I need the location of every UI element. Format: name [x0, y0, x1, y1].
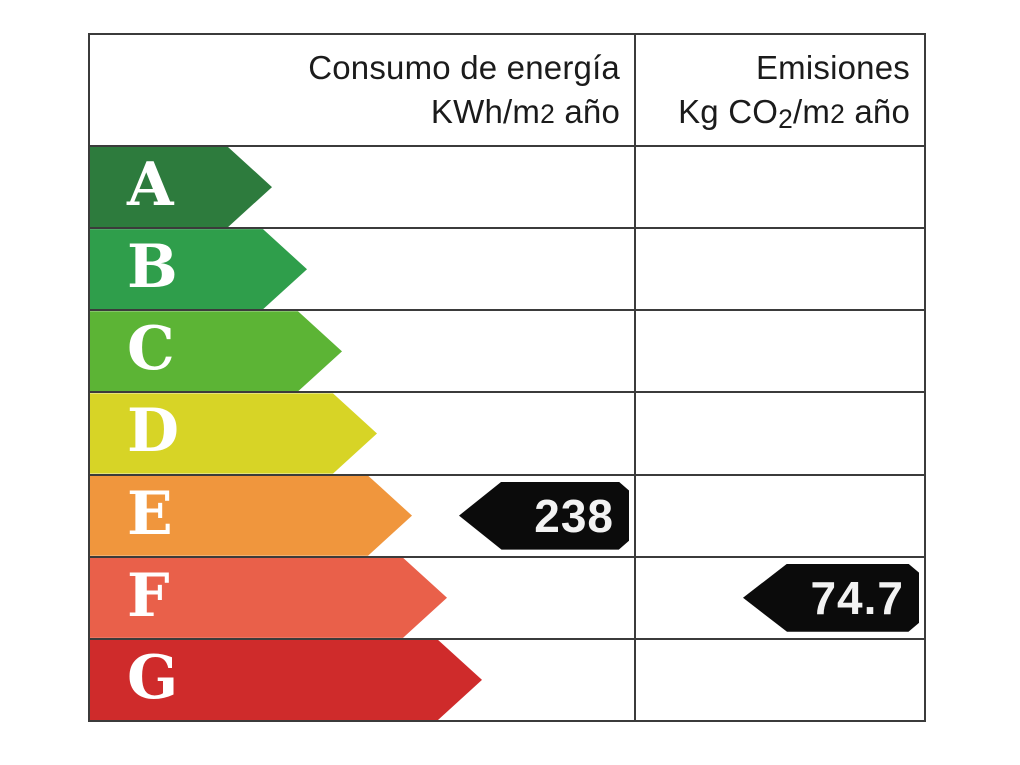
emissions-header-line1: Emisiones: [755, 49, 910, 87]
header-row: Consumo de energía KWh/m2 año Emisiones …: [90, 35, 924, 145]
consumption-value-arrow-icon: 238: [459, 481, 629, 550]
grade-arrow-c: C: [90, 311, 342, 391]
emissions-header-line2: Kg CO2/m2 año: [678, 93, 910, 134]
emissions-cell-a: [634, 147, 924, 228]
emissions-cell-d: [634, 393, 924, 474]
grade-letter-e: E: [127, 478, 173, 549]
rating-row-b: B: [90, 227, 924, 310]
emissions-cell-b: [634, 229, 924, 310]
grade-letter-a: A: [127, 150, 174, 221]
grade-letter-f: F: [127, 560, 170, 631]
emissions-cell-c: [634, 311, 924, 392]
grade-arrow-b: B: [90, 229, 307, 309]
emissions-column-header: Emisiones Kg CO2/m2 año: [634, 35, 924, 145]
grade-letter-b: B: [127, 232, 178, 303]
grade-arrow-a: A: [90, 147, 272, 227]
consumption-header-line2: KWh/m2 año: [430, 93, 620, 130]
grade-letter-d: D: [127, 396, 180, 467]
emissions-value-arrow-icon: 74.7: [743, 563, 919, 632]
rating-row-e: E 238: [90, 473, 924, 556]
emissions-value: 74.7: [810, 571, 904, 624]
emissions-cell-f: 74.7: [634, 557, 924, 638]
grade-arrow-e: E: [90, 476, 412, 556]
rating-row-a: A: [90, 145, 924, 228]
rating-row-d: D: [90, 391, 924, 474]
rating-row-g: G: [90, 637, 924, 720]
emissions-cell-g: [634, 639, 924, 720]
rating-row-f: F 74.7: [90, 555, 924, 638]
consumption-column-header: Consumo de energía KWh/m2 año: [90, 35, 634, 145]
rating-table: Consumo de energía KWh/m2 año Emisiones …: [88, 33, 926, 722]
grade-letter-c: C: [127, 314, 175, 385]
grade-letter-g: G: [127, 642, 179, 713]
rating-row-c: C: [90, 309, 924, 392]
consumption-value: 238: [534, 489, 614, 542]
emissions-cell-e: [634, 475, 924, 556]
grade-arrow-d: D: [90, 393, 377, 473]
grade-arrow-f: F: [90, 558, 447, 638]
grade-arrow-g: G: [90, 640, 482, 720]
consumption-header-line1: Consumo de energía: [308, 49, 620, 87]
